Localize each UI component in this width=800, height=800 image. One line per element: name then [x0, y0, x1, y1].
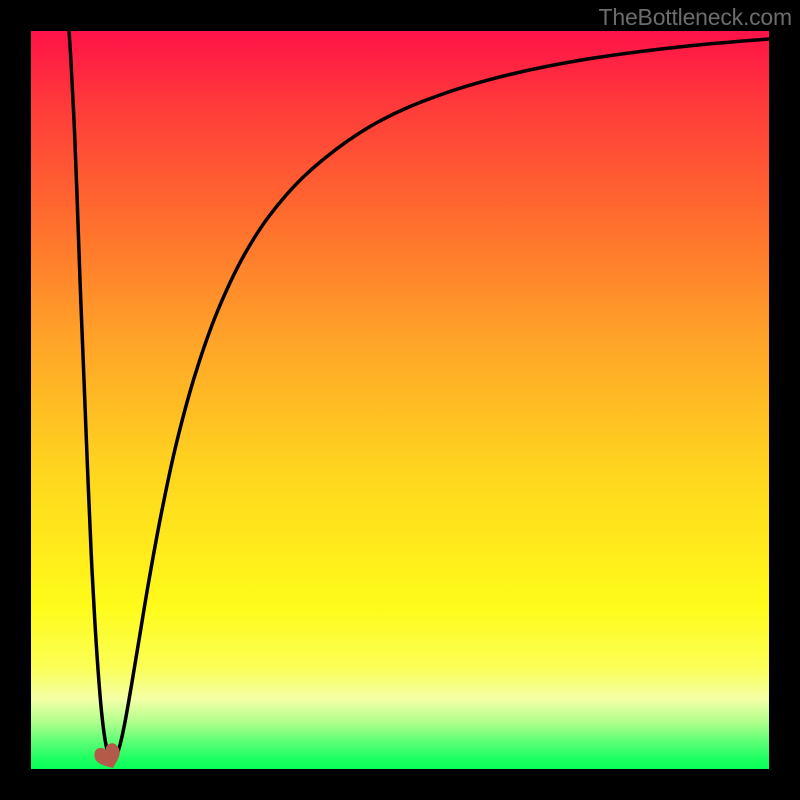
watermark-text: TheBottleneck.com: [599, 4, 792, 31]
gradient-background: [31, 31, 769, 769]
bottleneck-chart: [0, 0, 800, 800]
